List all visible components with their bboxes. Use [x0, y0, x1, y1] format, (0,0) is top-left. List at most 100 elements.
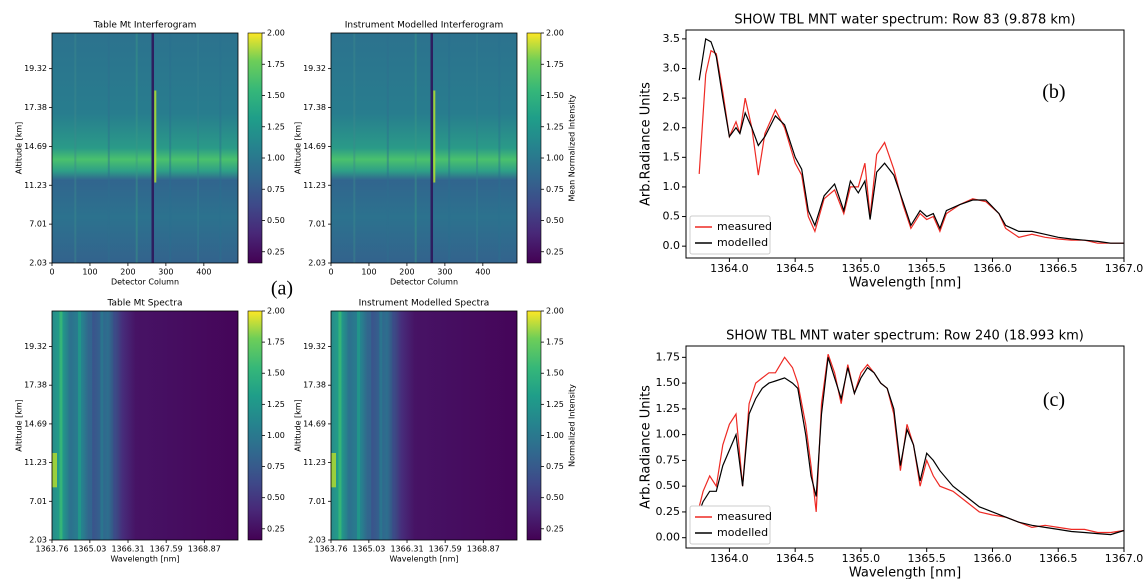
panel-title: Instrument Modelled Spectra: [359, 299, 490, 309]
colorbar-tick-label: 1.75: [267, 338, 285, 347]
x-tick-label: 1364.0: [710, 552, 749, 565]
heatmap-stripe: [379, 311, 383, 540]
colorbar: [526, 32, 542, 264]
heatmap-hotspot: [331, 452, 336, 488]
x-tick-label: 1363.76: [35, 545, 68, 554]
x-tick-label: 300: [437, 268, 452, 277]
y-tick-label: 19.32: [303, 342, 326, 351]
colorbar-tick-label: 1.75: [267, 60, 285, 69]
colorbar-tick-label: 0.25: [546, 247, 564, 256]
heatmap-fringe: [430, 33, 434, 263]
legend-label: measured: [717, 510, 772, 523]
colorbar-tick-label: 1.75: [546, 338, 564, 347]
colorbar-tick-label: 1.50: [267, 91, 285, 100]
heatmap-stripe: [476, 33, 479, 263]
heatmap-stripe: [68, 311, 72, 540]
y-tick-label: 0.75: [656, 453, 681, 466]
series-line: [698, 357, 1125, 536]
x-tick-label: 300: [158, 268, 173, 277]
x-tick-label: 1367.0: [1105, 262, 1144, 275]
x-tick-label: 200: [399, 268, 414, 277]
colorbar-tick-label: 1.25: [546, 400, 564, 409]
heatmap-stripe: [498, 33, 501, 263]
colorbar-tick-label: 0.25: [546, 524, 564, 533]
heatmap-image: [52, 311, 238, 540]
colorbar-tick-label: 0.50: [546, 493, 564, 502]
colorbar-tick-label: 1.00: [546, 154, 564, 163]
heatmap-stripe: [392, 311, 396, 540]
y-tick-label: 2.03: [308, 536, 326, 545]
x-tick-label: 1363.76: [314, 545, 347, 554]
x-tick-label: 1365.5: [907, 552, 946, 565]
y-tick-label: 7.01: [29, 497, 47, 506]
y-tick-label: 1.75: [656, 350, 681, 363]
x-tick-label: 1365.03: [73, 545, 106, 554]
colorbar-tick-label: 1.25: [267, 400, 285, 409]
heatmap-stripe: [338, 311, 342, 540]
heatmap-stripe: [357, 311, 361, 540]
legend-label: measured: [717, 220, 772, 233]
colorbar-tick-label: 1.00: [546, 431, 564, 440]
colorbar-tick-label: 0.50: [267, 493, 285, 502]
legend-label: modelled: [717, 526, 768, 539]
heatmap-fringe: [154, 90, 157, 183]
x-tick-label: 1364.5: [776, 552, 815, 565]
colorbar-tick-label: 2.00: [546, 307, 564, 316]
y-tick-label: 11.23: [303, 181, 326, 190]
y-tick-label: 11.23: [24, 458, 47, 467]
panel-label: (c): [1043, 389, 1065, 411]
x-tick-label: 100: [361, 268, 376, 277]
panel-title: Table Mt Interferogram: [93, 21, 197, 31]
y-tick-label: 14.69: [24, 142, 47, 151]
y-tick-label: 7.01: [29, 220, 47, 229]
heatmap-stripe: [414, 33, 417, 263]
x-tick-label: 1366.31: [390, 545, 423, 554]
y-tick-label: 0.5: [663, 210, 681, 223]
heatmap-stripe: [347, 311, 351, 540]
x-tick-label: 400: [196, 268, 211, 277]
y-tick-label: 11.23: [24, 181, 47, 190]
colorbar-tick-label: 0.75: [546, 462, 564, 471]
heatmap-stripe: [353, 33, 356, 263]
colorbar-tick-label: 1.25: [546, 122, 564, 131]
colorbar-tick-label: 2.00: [546, 29, 564, 38]
y-axis-label: Altitude [km]: [15, 122, 24, 174]
heatmap-image: [52, 33, 238, 263]
y-tick-label: 19.32: [24, 342, 47, 351]
y-tick-label: 2.03: [308, 259, 326, 268]
x-tick-label: 1364.0: [710, 262, 749, 275]
colorbar-tick-label: 1.50: [546, 91, 564, 100]
y-tick-label: 1.5: [663, 150, 681, 163]
x-tick-label: 0: [49, 268, 54, 277]
colorbar-tick-label: 1.25: [267, 122, 285, 131]
plot-frame: [51, 310, 239, 541]
plot-frame: [330, 310, 518, 541]
y-tick-label: 1.00: [656, 428, 681, 441]
x-axis-label: Wavelength [nm]: [849, 276, 961, 291]
y-tick-label: 0.25: [656, 505, 681, 518]
y-tick-label: 17.38: [24, 103, 47, 112]
colorbar-tick-label: 1.00: [267, 154, 285, 163]
colorbar-tick-label: 1.50: [267, 369, 285, 378]
x-tick-label: 1366.5: [1039, 552, 1078, 565]
y-axis-label: Altitude [km]: [294, 122, 303, 174]
heatmap-hotspot: [52, 452, 57, 488]
heatmap-fringe: [151, 33, 155, 263]
series-line: [698, 49, 1124, 244]
y-tick-label: 14.69: [303, 142, 326, 151]
y-tick-label: 14.69: [303, 419, 326, 428]
colorbar-tick-label: 0.75: [546, 185, 564, 194]
y-tick-label: 2.03: [29, 259, 47, 268]
y-tick-label: 7.01: [308, 497, 326, 506]
y-tick-label: 1.50: [656, 376, 681, 389]
y-tick-label: 0.00: [656, 531, 681, 544]
legend-box: [689, 505, 771, 545]
panel-title: Table Mt Spectra: [107, 299, 183, 309]
x-axis-label: Detector Column: [111, 278, 179, 287]
series-line: [698, 37, 1124, 244]
chart-title: SHOW TBL MNT water spectrum: Row 240 (18…: [726, 329, 1084, 344]
heatmap-stripe: [448, 33, 451, 263]
legend-box: [689, 215, 771, 255]
